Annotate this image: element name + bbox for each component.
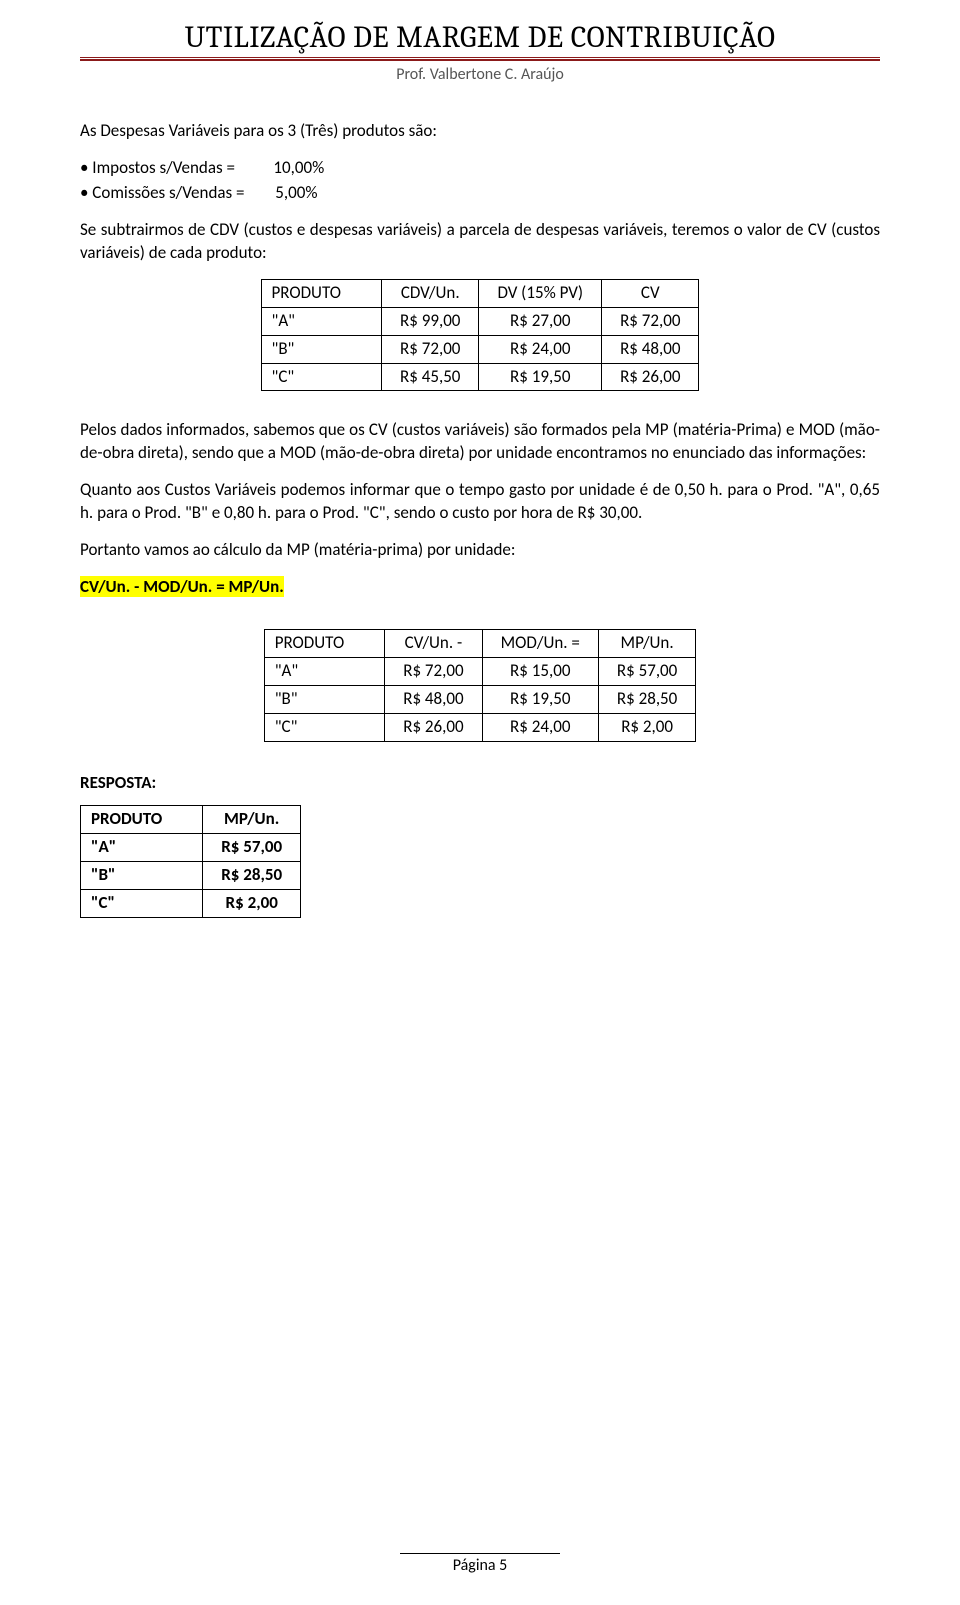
th-modun: MOD/Un. = — [482, 630, 598, 658]
doc-title: UTILIZAÇÃO DE MARGEM DE CONTRIBUIÇÃO — [80, 20, 880, 55]
paragraph-custos-variaveis: Quanto aos Custos Variáveis podemos info… — [80, 479, 880, 525]
table-row: "B" R$ 48,00 R$ 19,50 R$ 28,50 — [264, 685, 696, 713]
cell: R$ 48,00 — [602, 335, 699, 363]
th-produto: PRODUTO — [81, 805, 203, 833]
cell: R$ 72,00 — [385, 658, 482, 686]
cell: R$ 72,00 — [382, 335, 479, 363]
bullet1-value: 10,00% — [273, 157, 324, 178]
bullet2-label: • Comissões s/Vendas = — [80, 182, 244, 203]
author-line: Prof. Valbertone C. Araújo — [80, 65, 880, 84]
footer-rule — [400, 1553, 560, 1554]
cell: R$ 15,00 — [482, 658, 598, 686]
cell: R$ 26,00 — [385, 713, 482, 741]
th-mpun: MP/Un. — [598, 630, 695, 658]
table-row: "A" R$ 57,00 — [81, 833, 301, 861]
bullet1-label: • Impostos s/Vendas = — [80, 157, 235, 178]
cell: R$ 57,00 — [598, 658, 695, 686]
cell-prod: "C" — [261, 363, 382, 391]
formula-highlight: CV/Un. - MOD/Un. = MP/Un. — [80, 576, 880, 599]
formula-text: CV/Un. - MOD/Un. = MP/Un. — [80, 576, 284, 597]
cell: R$ 72,00 — [602, 307, 699, 335]
th-dv: DV (15% PV) — [479, 279, 602, 307]
paragraph-subtrairmos: Se subtrairmos de CDV (custos e despesas… — [80, 219, 880, 265]
cell: R$ 45,50 — [382, 363, 479, 391]
cell: R$ 28,50 — [598, 685, 695, 713]
table-header-row: PRODUTO CDV/Un. DV (15% PV) CV — [261, 279, 699, 307]
table-row: "B" R$ 28,50 — [81, 861, 301, 889]
table-row: "C" R$ 2,00 — [81, 889, 301, 917]
th-mpun: MP/Un. — [203, 805, 301, 833]
table-row: "C" R$ 26,00 R$ 24,00 R$ 2,00 — [264, 713, 696, 741]
cell: R$ 2,00 — [203, 889, 301, 917]
th-cv: CV — [602, 279, 699, 307]
cell-prod: "B" — [81, 861, 203, 889]
cell: R$ 19,50 — [482, 685, 598, 713]
cell: R$ 24,00 — [482, 713, 598, 741]
footer: Página 5 — [0, 1553, 960, 1575]
bullet-impostos: • Impostos s/Vendas = 10,00% — [80, 157, 880, 180]
page-number: Página 5 — [453, 1556, 508, 1575]
cell: R$ 24,00 — [479, 335, 602, 363]
cell: R$ 99,00 — [382, 307, 479, 335]
cell-prod: "C" — [81, 889, 203, 917]
cell: R$ 57,00 — [203, 833, 301, 861]
cell: R$ 28,50 — [203, 861, 301, 889]
resposta-label: RESPOSTA: — [80, 772, 880, 795]
cell-prod: "B" — [261, 335, 382, 363]
paragraph-intro: As Despesas Variáveis para os 3 (Três) p… — [80, 120, 880, 143]
cell: R$ 27,00 — [479, 307, 602, 335]
cell-prod: "B" — [264, 685, 385, 713]
cell: R$ 2,00 — [598, 713, 695, 741]
bullet-comissoes: • Comissões s/Vendas = 5,00% — [80, 182, 880, 205]
cell-prod: "A" — [264, 658, 385, 686]
th-produto: PRODUTO — [264, 630, 385, 658]
th-cvun: CV/Un. - — [385, 630, 482, 658]
table-resposta: PRODUTO MP/Un. "A" R$ 57,00 "B" R$ 28,50… — [80, 805, 301, 918]
cell: R$ 19,50 — [479, 363, 602, 391]
table-row: "A" R$ 72,00 R$ 15,00 R$ 57,00 — [264, 658, 696, 686]
table-cv-mod-mp: PRODUTO CV/Un. - MOD/Un. = MP/Un. "A" R$… — [264, 629, 697, 742]
table-header-row: PRODUTO MP/Un. — [81, 805, 301, 833]
table-row: "C" R$ 45,50 R$ 19,50 R$ 26,00 — [261, 363, 699, 391]
th-produto: PRODUTO — [261, 279, 382, 307]
table-cdv-cv: PRODUTO CDV/Un. DV (15% PV) CV "A" R$ 99… — [261, 279, 700, 392]
body: As Despesas Variáveis para os 3 (Três) p… — [80, 120, 880, 918]
cell-prod: "A" — [261, 307, 382, 335]
paragraph-portanto: Portanto vamos ao cálculo da MP (matéria… — [80, 539, 880, 562]
cell-prod: "A" — [81, 833, 203, 861]
header-rule — [80, 57, 880, 61]
bullet2-value: 5,00% — [275, 182, 317, 203]
table-row: "B" R$ 72,00 R$ 24,00 R$ 48,00 — [261, 335, 699, 363]
paragraph-dados-informados: Pelos dados informados, sabemos que os C… — [80, 419, 880, 465]
cell-prod: "C" — [264, 713, 385, 741]
cell: R$ 48,00 — [385, 685, 482, 713]
th-cdvun: CDV/Un. — [382, 279, 479, 307]
page: UTILIZAÇÃO DE MARGEM DE CONTRIBUIÇÃO Pro… — [0, 0, 960, 1605]
cell: R$ 26,00 — [602, 363, 699, 391]
table-row: "A" R$ 99,00 R$ 27,00 R$ 72,00 — [261, 307, 699, 335]
table-header-row: PRODUTO CV/Un. - MOD/Un. = MP/Un. — [264, 630, 696, 658]
